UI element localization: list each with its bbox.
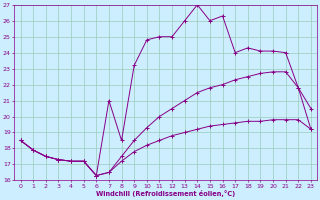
- X-axis label: Windchill (Refroidissement éolien,°C): Windchill (Refroidissement éolien,°C): [96, 190, 236, 197]
